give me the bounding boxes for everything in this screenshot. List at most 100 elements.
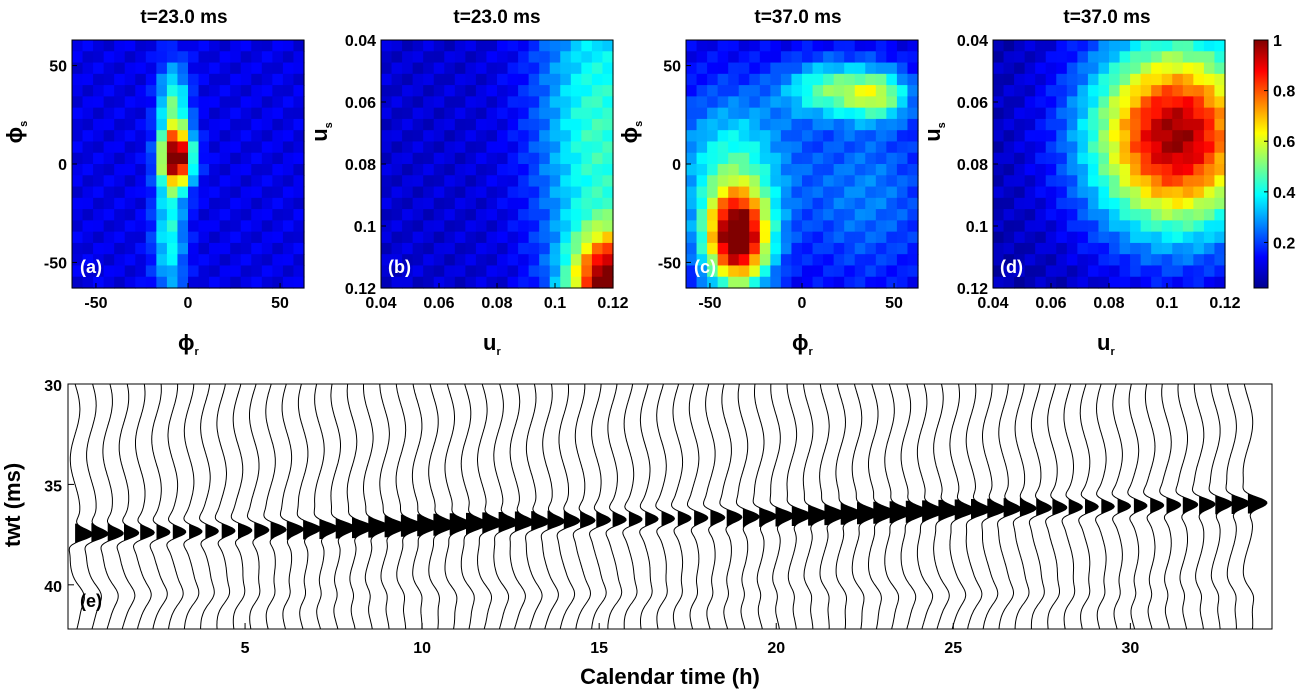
heatmap-cell bbox=[145, 175, 157, 188]
heatmap-cell bbox=[412, 107, 424, 120]
heatmap-cell bbox=[1214, 73, 1226, 86]
heatmap-cell bbox=[1056, 73, 1068, 86]
heatmap-cell bbox=[591, 220, 604, 233]
heatmap-cell bbox=[591, 85, 604, 97]
trace-fill bbox=[563, 510, 580, 533]
heatmap-cell bbox=[1087, 96, 1100, 109]
heatmap-cell bbox=[497, 96, 509, 109]
heatmap-cell bbox=[293, 141, 305, 154]
heatmap-cell bbox=[402, 130, 414, 143]
heatmap-cell bbox=[1024, 130, 1036, 143]
heatmap-cell bbox=[791, 242, 803, 255]
heatmap-cell bbox=[230, 231, 242, 244]
heatmap-cell bbox=[1066, 254, 1078, 267]
heatmap-cell bbox=[1014, 96, 1026, 109]
heatmap-cell bbox=[1161, 242, 1173, 255]
heatmap-cell bbox=[749, 118, 761, 131]
heatmap-cell bbox=[103, 175, 115, 188]
heatmap-cell bbox=[1087, 130, 1100, 143]
heatmap-cell bbox=[188, 220, 200, 233]
heatmap-cell bbox=[770, 130, 782, 143]
heatmap-cell bbox=[1193, 276, 1205, 289]
heatmap-cell bbox=[1214, 276, 1226, 289]
heatmap-cell bbox=[717, 85, 729, 97]
heatmap-cell bbox=[791, 220, 803, 233]
heatmap-cell bbox=[465, 164, 477, 176]
trace-fill bbox=[873, 501, 896, 524]
heatmap-cell bbox=[549, 231, 561, 244]
heatmap-cell bbox=[72, 242, 84, 255]
heatmap-cell bbox=[282, 254, 295, 267]
heatmap-cell bbox=[282, 209, 295, 221]
heatmap-cell bbox=[114, 276, 126, 289]
trace-fill bbox=[482, 512, 504, 535]
heatmap-cell bbox=[465, 62, 477, 75]
heatmap-cell bbox=[1172, 186, 1184, 199]
heatmap-cell bbox=[219, 51, 231, 64]
heatmap-cell bbox=[486, 197, 498, 210]
heatmap-cell bbox=[124, 62, 136, 75]
heatmap-cell bbox=[886, 107, 898, 120]
seismic-trace bbox=[670, 384, 692, 629]
heatmap-cell bbox=[145, 141, 157, 154]
heatmap-cell bbox=[156, 73, 168, 86]
heatmap-cell bbox=[93, 130, 105, 143]
heatmap-cell bbox=[272, 85, 284, 97]
heatmap-cell bbox=[475, 51, 488, 64]
heatmap-cell bbox=[886, 276, 898, 289]
heatmap-cell bbox=[1056, 209, 1068, 221]
heatmap-cell bbox=[549, 276, 561, 289]
heatmap-cell bbox=[1087, 220, 1100, 233]
colorbar-ticks: 0.20.40.60.81 bbox=[1264, 33, 1295, 252]
heatmap-cell bbox=[198, 107, 210, 120]
heatmap-cell bbox=[124, 152, 136, 165]
heatmap-cell bbox=[166, 85, 179, 97]
heatmap-cell bbox=[497, 40, 509, 52]
heatmap-cell bbox=[833, 152, 845, 165]
heatmap-cell bbox=[465, 96, 477, 109]
heatmap-cell bbox=[282, 118, 295, 131]
seismic-trace bbox=[296, 384, 322, 629]
heatmap-cell bbox=[1003, 242, 1015, 255]
heatmap-cell bbox=[209, 186, 221, 199]
heatmap-cell bbox=[1045, 209, 1057, 221]
heatmap-cell bbox=[823, 197, 835, 210]
heatmap-cell bbox=[780, 220, 793, 233]
heatmap-cell bbox=[381, 130, 393, 143]
heatmap-cell bbox=[791, 164, 803, 176]
heatmap-cell bbox=[1214, 197, 1226, 210]
heatmap-cell bbox=[454, 242, 466, 255]
heatmap-cell bbox=[293, 220, 305, 233]
heatmap-cell bbox=[103, 130, 115, 143]
heatmap-cell bbox=[1014, 186, 1026, 199]
heatmap-cell bbox=[82, 186, 94, 199]
heatmap-cell bbox=[293, 175, 305, 188]
heatmap-cell bbox=[251, 164, 263, 176]
heatmap-cell bbox=[1056, 242, 1068, 255]
heatmap-cell bbox=[749, 141, 761, 154]
heatmap-cell bbox=[749, 254, 761, 267]
heatmap-cell bbox=[402, 107, 414, 120]
heatmap-cell bbox=[166, 186, 179, 199]
heatmap-cell bbox=[486, 276, 498, 289]
heatmap-cell bbox=[844, 51, 856, 64]
heatmap-cell bbox=[707, 265, 719, 278]
heatmap-cell bbox=[272, 265, 284, 278]
heatmap-cell bbox=[261, 152, 273, 165]
heatmap-cell bbox=[103, 141, 115, 154]
heatmap-cell bbox=[145, 231, 157, 244]
heatmap-cell bbox=[738, 51, 750, 64]
heatmap-cell bbox=[1109, 40, 1121, 52]
heatmap-cell bbox=[1172, 254, 1184, 267]
seismic-trace bbox=[100, 384, 124, 629]
heatmap-cell bbox=[177, 209, 189, 221]
heatmap-cell bbox=[896, 152, 909, 165]
heatmap-cell bbox=[454, 231, 466, 244]
heatmap-cell bbox=[103, 186, 115, 199]
heatmap-cell bbox=[145, 152, 157, 165]
heatmap-cell bbox=[570, 152, 582, 165]
heatmap-cell bbox=[444, 85, 456, 97]
heatmap-cell bbox=[166, 40, 179, 52]
heatmap-cell bbox=[591, 152, 604, 165]
heatmap-cell bbox=[1014, 107, 1026, 120]
